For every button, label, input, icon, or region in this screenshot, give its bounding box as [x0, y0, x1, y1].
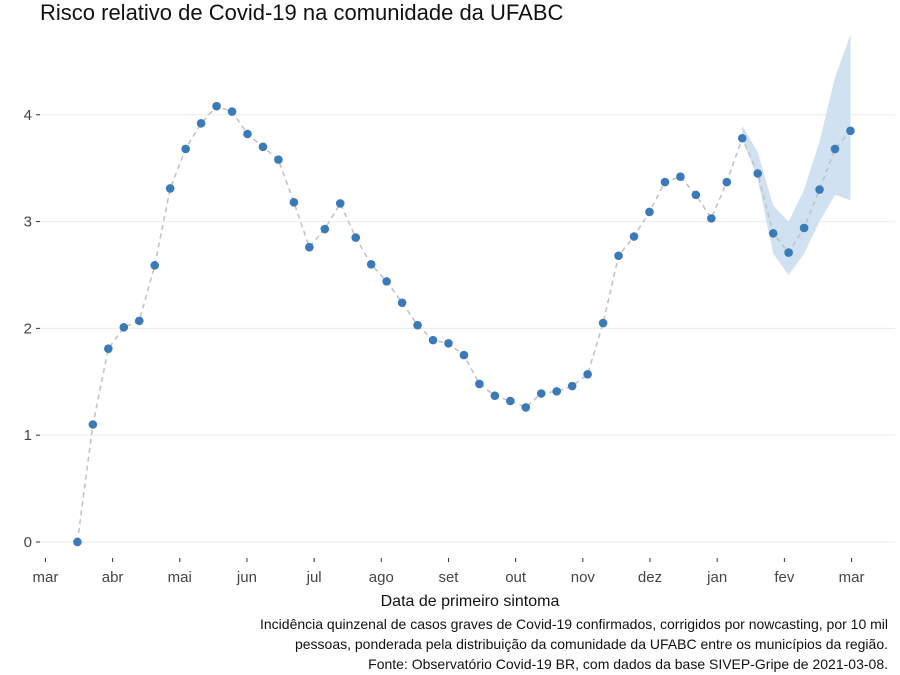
y-tick-label: 1 — [24, 427, 32, 444]
data-point — [444, 339, 453, 348]
data-point — [413, 320, 422, 330]
chart-caption: Incidência quinzenal de casos graves de … — [28, 614, 888, 674]
chart-title: Risco relativo de Covid-19 na comunidade… — [40, 0, 564, 25]
y-tick-label: 4 — [24, 107, 32, 124]
y-tick-label: 3 — [24, 214, 32, 231]
x-tick-label: ago — [369, 569, 394, 586]
data-point — [799, 223, 809, 233]
caption-line-1: Incidência quinzenal de casos graves de … — [260, 616, 888, 632]
caption-line-2: pessoas, ponderada pela distribuição da … — [294, 636, 888, 652]
data-point — [88, 420, 98, 429]
data-point — [73, 537, 82, 547]
data-point — [815, 185, 824, 194]
data-point — [753, 169, 763, 178]
x-axis-label: Data de primeiro sintoma — [381, 593, 560, 610]
data-point — [165, 184, 175, 193]
data-point — [691, 190, 701, 200]
data-points-layer — [73, 101, 855, 547]
series-line — [76, 105, 852, 543]
data-point — [567, 381, 577, 391]
data-point — [134, 316, 144, 326]
data-point — [521, 403, 531, 412]
y-axis: 0 1 2 3 4 — [24, 107, 40, 551]
data-point — [475, 379, 484, 389]
data-point — [676, 172, 685, 182]
data-point — [196, 119, 206, 128]
x-tick-label: set — [438, 569, 459, 586]
data-point — [382, 277, 391, 286]
data-point — [305, 242, 314, 252]
data-point — [258, 142, 268, 152]
data-point — [459, 350, 469, 360]
data-point — [768, 229, 778, 238]
data-point — [830, 144, 840, 154]
x-tick-label: nov — [571, 569, 596, 586]
confidence-band-layer — [742, 34, 851, 276]
data-point — [707, 214, 716, 223]
x-tick-label: out — [505, 569, 527, 586]
data-point — [614, 251, 623, 261]
y-tick-label: 2 — [24, 320, 32, 337]
data-point — [150, 261, 160, 270]
data-point — [784, 248, 793, 257]
data-point — [629, 232, 639, 241]
data-point — [506, 396, 515, 406]
data-point — [645, 207, 654, 217]
data-point — [428, 335, 438, 345]
data-point — [104, 344, 113, 353]
data-point — [243, 129, 252, 139]
y-tick-label: 0 — [24, 534, 32, 551]
data-point — [351, 233, 361, 242]
data-point — [722, 177, 732, 187]
data-point — [335, 199, 345, 208]
data-point — [320, 224, 330, 234]
caption-line-3: Fonte: Observatório Covid-19 BR, com dad… — [368, 656, 888, 672]
series-line-layer — [76, 105, 852, 543]
x-tick-label: abr — [102, 569, 124, 586]
data-point — [366, 259, 376, 269]
x-tick-label: dez — [638, 569, 662, 586]
x-axis: mar abr mai jun jul ago set out nov dez jan fev mar — [32, 558, 864, 586]
data-point — [846, 126, 855, 136]
chart-canvas: 0 1 2 3 4 mar abr mai jun jul ago set out nov dez jan f… — [24, 34, 895, 610]
data-point — [274, 155, 283, 164]
x-tick-label: jul — [306, 569, 322, 586]
x-tick-label: mar — [839, 569, 865, 586]
data-point — [583, 369, 592, 379]
x-tick-label: jun — [236, 569, 257, 586]
data-point — [490, 391, 500, 400]
x-tick-label: mar — [32, 569, 58, 586]
grid-lines — [40, 114, 895, 543]
data-point — [660, 177, 670, 187]
data-point — [397, 298, 407, 308]
data-point — [289, 198, 299, 207]
data-point — [212, 101, 221, 111]
data-point — [119, 323, 129, 332]
data-point — [181, 144, 190, 154]
data-point — [536, 389, 546, 398]
x-tick-label: fev — [774, 569, 795, 586]
x-tick-label: jan — [706, 569, 727, 586]
confidence-band — [742, 34, 851, 276]
x-tick-label: mai — [168, 569, 192, 586]
data-point — [552, 387, 562, 396]
data-point — [227, 107, 237, 116]
data-point — [598, 318, 608, 328]
data-point — [737, 133, 747, 143]
